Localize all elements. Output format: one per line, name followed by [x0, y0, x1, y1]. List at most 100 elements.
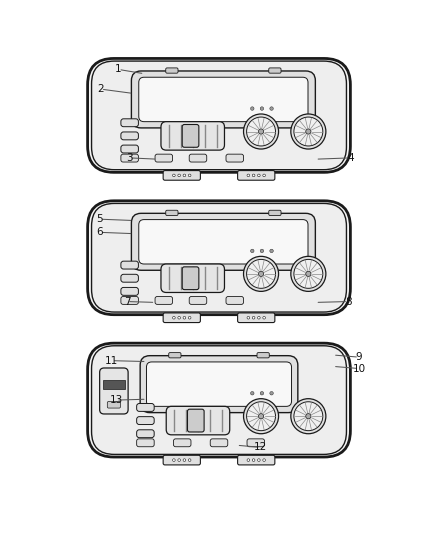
FancyBboxPatch shape — [137, 430, 154, 438]
FancyBboxPatch shape — [257, 353, 269, 358]
Circle shape — [263, 317, 265, 319]
FancyBboxPatch shape — [269, 210, 281, 215]
Circle shape — [258, 129, 264, 134]
FancyBboxPatch shape — [137, 403, 154, 411]
FancyBboxPatch shape — [269, 68, 281, 73]
Circle shape — [247, 459, 250, 462]
FancyBboxPatch shape — [173, 439, 191, 447]
FancyBboxPatch shape — [163, 171, 201, 180]
FancyBboxPatch shape — [189, 296, 207, 304]
Circle shape — [247, 402, 276, 431]
FancyBboxPatch shape — [121, 287, 138, 295]
Circle shape — [183, 317, 186, 319]
Text: 8: 8 — [345, 296, 352, 306]
FancyBboxPatch shape — [146, 362, 292, 406]
FancyBboxPatch shape — [247, 439, 265, 447]
FancyBboxPatch shape — [92, 346, 346, 455]
Text: 6: 6 — [96, 228, 103, 237]
Circle shape — [247, 117, 276, 146]
Circle shape — [188, 174, 191, 177]
FancyBboxPatch shape — [140, 356, 298, 413]
FancyBboxPatch shape — [237, 171, 275, 180]
Circle shape — [173, 317, 175, 319]
Circle shape — [270, 107, 273, 110]
FancyBboxPatch shape — [161, 264, 224, 293]
Text: 3: 3 — [126, 153, 133, 163]
Circle shape — [247, 174, 250, 177]
Circle shape — [270, 249, 273, 253]
FancyBboxPatch shape — [121, 274, 138, 282]
FancyBboxPatch shape — [237, 455, 275, 465]
Circle shape — [183, 174, 186, 177]
FancyBboxPatch shape — [121, 132, 138, 140]
Text: 4: 4 — [347, 153, 354, 163]
FancyBboxPatch shape — [131, 213, 315, 270]
FancyBboxPatch shape — [226, 154, 244, 162]
FancyBboxPatch shape — [155, 154, 173, 162]
FancyBboxPatch shape — [88, 343, 350, 457]
FancyBboxPatch shape — [131, 71, 315, 128]
Circle shape — [244, 114, 279, 149]
Circle shape — [247, 317, 250, 319]
Text: 11: 11 — [105, 356, 118, 366]
Circle shape — [178, 317, 180, 319]
Circle shape — [291, 114, 326, 149]
FancyBboxPatch shape — [139, 77, 308, 122]
Circle shape — [251, 107, 254, 110]
Circle shape — [263, 459, 265, 462]
FancyBboxPatch shape — [189, 154, 207, 162]
Text: 5: 5 — [96, 214, 103, 224]
Text: 12: 12 — [254, 442, 267, 453]
FancyBboxPatch shape — [121, 119, 138, 127]
Circle shape — [178, 459, 180, 462]
FancyBboxPatch shape — [163, 313, 201, 322]
FancyBboxPatch shape — [88, 201, 350, 314]
FancyBboxPatch shape — [88, 59, 350, 172]
Circle shape — [260, 392, 264, 395]
Circle shape — [251, 249, 254, 253]
FancyBboxPatch shape — [121, 154, 138, 162]
Circle shape — [294, 117, 323, 146]
Circle shape — [183, 459, 186, 462]
FancyBboxPatch shape — [92, 204, 346, 312]
Circle shape — [294, 402, 323, 431]
Circle shape — [247, 260, 276, 288]
Text: 1: 1 — [115, 64, 122, 75]
Circle shape — [252, 459, 255, 462]
Circle shape — [252, 174, 255, 177]
Circle shape — [258, 317, 260, 319]
Circle shape — [251, 392, 254, 395]
Circle shape — [260, 107, 264, 110]
Circle shape — [173, 459, 175, 462]
Circle shape — [291, 256, 326, 292]
FancyBboxPatch shape — [92, 61, 346, 169]
FancyBboxPatch shape — [163, 455, 201, 465]
FancyBboxPatch shape — [187, 409, 204, 432]
FancyBboxPatch shape — [182, 125, 199, 147]
FancyBboxPatch shape — [166, 210, 178, 215]
Circle shape — [173, 174, 175, 177]
FancyBboxPatch shape — [155, 296, 173, 304]
Text: 2: 2 — [97, 84, 104, 94]
Circle shape — [306, 271, 311, 277]
Circle shape — [188, 459, 191, 462]
FancyBboxPatch shape — [107, 401, 120, 408]
FancyBboxPatch shape — [139, 220, 308, 264]
FancyBboxPatch shape — [210, 439, 228, 447]
Circle shape — [188, 317, 191, 319]
Circle shape — [258, 174, 260, 177]
Circle shape — [291, 399, 326, 434]
Circle shape — [258, 414, 264, 419]
FancyBboxPatch shape — [121, 145, 138, 153]
Circle shape — [258, 271, 264, 277]
Text: 7: 7 — [124, 296, 131, 306]
FancyBboxPatch shape — [137, 417, 154, 424]
Circle shape — [252, 317, 255, 319]
Circle shape — [244, 256, 279, 292]
Text: 9: 9 — [356, 352, 363, 362]
FancyBboxPatch shape — [100, 368, 128, 414]
FancyBboxPatch shape — [137, 439, 154, 447]
FancyBboxPatch shape — [166, 68, 178, 73]
Circle shape — [294, 260, 323, 288]
Circle shape — [244, 399, 279, 434]
